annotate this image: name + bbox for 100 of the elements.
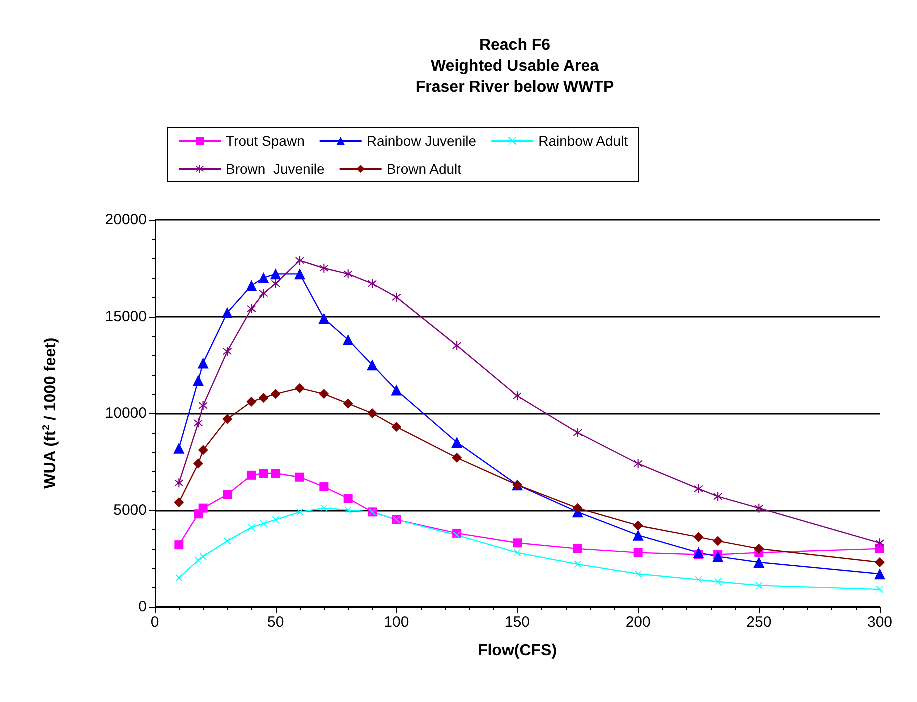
- point: [695, 576, 702, 584]
- point: [454, 532, 461, 539]
- point: [634, 548, 643, 558]
- point: [176, 574, 183, 582]
- y-tick-label: 5000: [114, 502, 147, 519]
- point: [198, 401, 208, 410]
- point: [343, 398, 354, 409]
- y-tick-label: 15000: [105, 308, 147, 326]
- point: [198, 445, 208, 456]
- point: [634, 570, 642, 578]
- point: [573, 544, 582, 554]
- point: [754, 556, 765, 568]
- y-tick-label: 0: [138, 598, 147, 616]
- point: [344, 494, 353, 504]
- point: [174, 442, 185, 454]
- point: [452, 453, 462, 464]
- point: [270, 268, 282, 280]
- point: [342, 334, 354, 346]
- point: [223, 347, 232, 356]
- x-tick-label: 200: [626, 614, 651, 631]
- point: [634, 459, 643, 468]
- point: [271, 279, 280, 288]
- point: [574, 560, 582, 568]
- point: [714, 578, 722, 586]
- point: [320, 504, 328, 512]
- chart-title: Reach F6 Weighted Usable Area Fraser River below WWTP: [416, 37, 614, 96]
- point: [573, 428, 582, 438]
- point: [296, 256, 304, 266]
- x-tick-label: 150: [504, 614, 530, 631]
- legend-label: Trout Spawn: [226, 133, 305, 149]
- point: [258, 393, 269, 404]
- point: [296, 472, 304, 482]
- point: [222, 414, 232, 424]
- point: [271, 468, 280, 478]
- point: [198, 504, 208, 513]
- y-tick-label: 20000: [105, 212, 147, 228]
- x-axis-title: Flow(CFS): [478, 642, 558, 660]
- point: [246, 396, 257, 407]
- x-tick-label: 0: [150, 614, 160, 631]
- legend-label: Rainbow Juvenile: [366, 133, 477, 149]
- x-tick-label: 100: [384, 614, 410, 631]
- point: [295, 383, 305, 394]
- legend-label: Rainbow Adult: [538, 133, 628, 149]
- point: [320, 264, 329, 273]
- point: [270, 389, 281, 400]
- point: [174, 478, 184, 488]
- point: [875, 557, 885, 568]
- point: [513, 392, 522, 401]
- point: [391, 384, 402, 396]
- point: [714, 492, 723, 502]
- point: [320, 482, 329, 492]
- point: [259, 289, 268, 298]
- point: [368, 408, 378, 418]
- point: [713, 536, 724, 546]
- point: [452, 437, 463, 448]
- y-tick-label: 10000: [105, 405, 147, 422]
- point: [694, 484, 704, 494]
- x-tick-label: 300: [867, 614, 893, 631]
- point: [193, 375, 204, 386]
- point: [194, 458, 204, 469]
- x-tick-label: 250: [746, 614, 772, 631]
- point: [296, 508, 304, 516]
- point: [195, 557, 202, 564]
- point: [344, 270, 353, 279]
- point: [294, 268, 306, 280]
- point: [247, 304, 256, 314]
- point: [223, 490, 232, 500]
- x-tick-label: 50: [267, 614, 284, 631]
- point: [712, 551, 724, 562]
- point: [632, 530, 644, 541]
- point: [514, 549, 521, 556]
- point: [754, 544, 764, 554]
- point: [452, 341, 462, 350]
- point: [876, 586, 884, 594]
- point: [694, 532, 704, 542]
- point: [367, 360, 378, 371]
- point: [513, 538, 522, 548]
- point: [633, 520, 644, 531]
- point: [392, 292, 402, 302]
- point: [194, 418, 203, 428]
- point: [693, 547, 704, 558]
- y-axis-title: WUA (ft2 / 1000 feet): [42, 338, 60, 489]
- point: [874, 568, 886, 580]
- point: [344, 506, 352, 514]
- point: [222, 307, 233, 318]
- point: [756, 582, 763, 590]
- point: [876, 538, 884, 548]
- point: [247, 470, 256, 480]
- point: [248, 524, 256, 532]
- point: [318, 313, 330, 324]
- point: [754, 504, 764, 513]
- legend-label: Brown Adult: [386, 161, 462, 177]
- point: [319, 389, 330, 400]
- point: [246, 280, 258, 292]
- point: [368, 279, 377, 288]
- legend-label: Brown Juvenile: [226, 161, 326, 177]
- point: [198, 358, 209, 369]
- point: [392, 422, 402, 432]
- point: [572, 503, 583, 514]
- point: [174, 540, 184, 550]
